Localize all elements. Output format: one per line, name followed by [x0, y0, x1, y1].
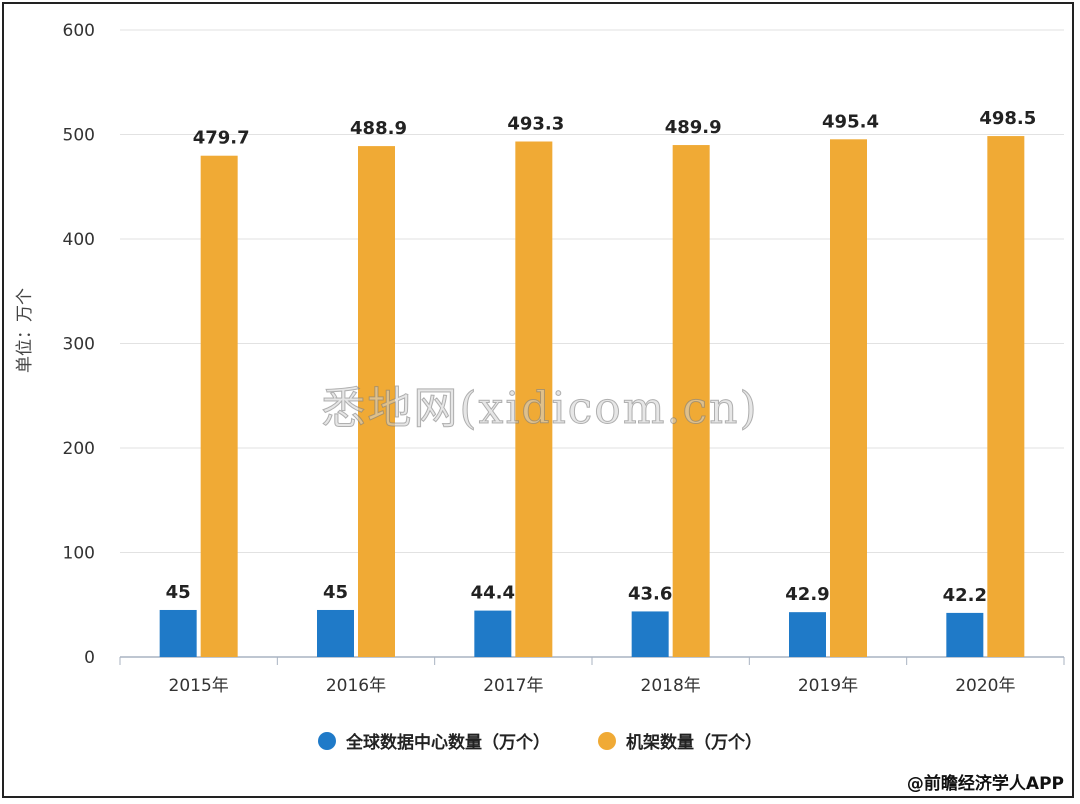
bar-s0-3: [631, 611, 669, 657]
y-tick-label-300: 300: [63, 335, 95, 355]
x-tick-label-3: 2018年: [641, 676, 701, 696]
y-tick-label-0: 0: [84, 648, 95, 668]
data-label-s0-0: 45: [166, 582, 191, 603]
bar-s1-1: [358, 146, 395, 658]
x-tick-label-2: 2017年: [483, 676, 543, 696]
data-label-s0-3: 43.6: [628, 583, 672, 604]
x-tick-label-5: 2020年: [955, 676, 1015, 696]
legend-label-racks: 机架数量（万个）: [626, 733, 762, 753]
data-label-s1-1: 488.9: [350, 118, 407, 139]
data-label-s1-2: 493.3: [507, 114, 564, 135]
data-label-s1-5: 498.5: [979, 108, 1036, 129]
y-axis-label-wrapper: 单位：万个: [0, 250, 44, 410]
legend-label-data-centers: 全球数据中心数量（万个）: [346, 733, 550, 753]
legend-marker-racks: [598, 731, 616, 750]
bar-s0-5: [946, 612, 984, 657]
bar-s0-4: [789, 612, 826, 657]
x-tick-label-1: 2016年: [326, 676, 386, 696]
y-tick-label-600: 600: [63, 21, 95, 41]
data-label-s0-1: 45: [323, 582, 348, 603]
bar-s1-0: [200, 155, 238, 657]
bar-s0-2: [474, 610, 512, 657]
bar-s1-2: [515, 141, 553, 658]
bar-s1-4: [830, 139, 867, 657]
x-tick-label-0: 2015年: [169, 676, 229, 696]
legend-item-data-centers[interactable]: 全球数据中心数量（万个）: [318, 728, 550, 753]
legend-item-racks[interactable]: 机架数量（万个）: [598, 728, 762, 753]
y-axis-label: 单位：万个: [14, 287, 35, 373]
data-label-s0-4: 42.9: [785, 584, 829, 605]
legend: 全球数据中心数量（万个） 机架数量（万个）: [0, 728, 1080, 753]
y-tick-label-100: 100: [63, 544, 95, 564]
data-label-s1-0: 479.7: [193, 128, 250, 149]
bar-s1-5: [987, 136, 1025, 657]
data-label-s0-5: 42.2: [943, 585, 987, 606]
data-label-s0-2: 44.4: [471, 583, 515, 604]
y-tick-label-400: 400: [63, 230, 95, 250]
bar-s1-3: [672, 145, 710, 657]
bar-s0-0: [159, 609, 197, 657]
source-credit: @前瞻经济学人APP: [906, 774, 1064, 794]
bar-s0-1: [317, 609, 354, 657]
data-label-s1-3: 489.9: [665, 117, 722, 138]
y-tick-label-200: 200: [63, 439, 95, 459]
y-tick-label-500: 500: [63, 126, 95, 146]
x-tick-label-4: 2019年: [798, 676, 858, 696]
legend-marker-data-centers: [318, 731, 336, 750]
data-label-s1-4: 495.4: [822, 111, 879, 132]
